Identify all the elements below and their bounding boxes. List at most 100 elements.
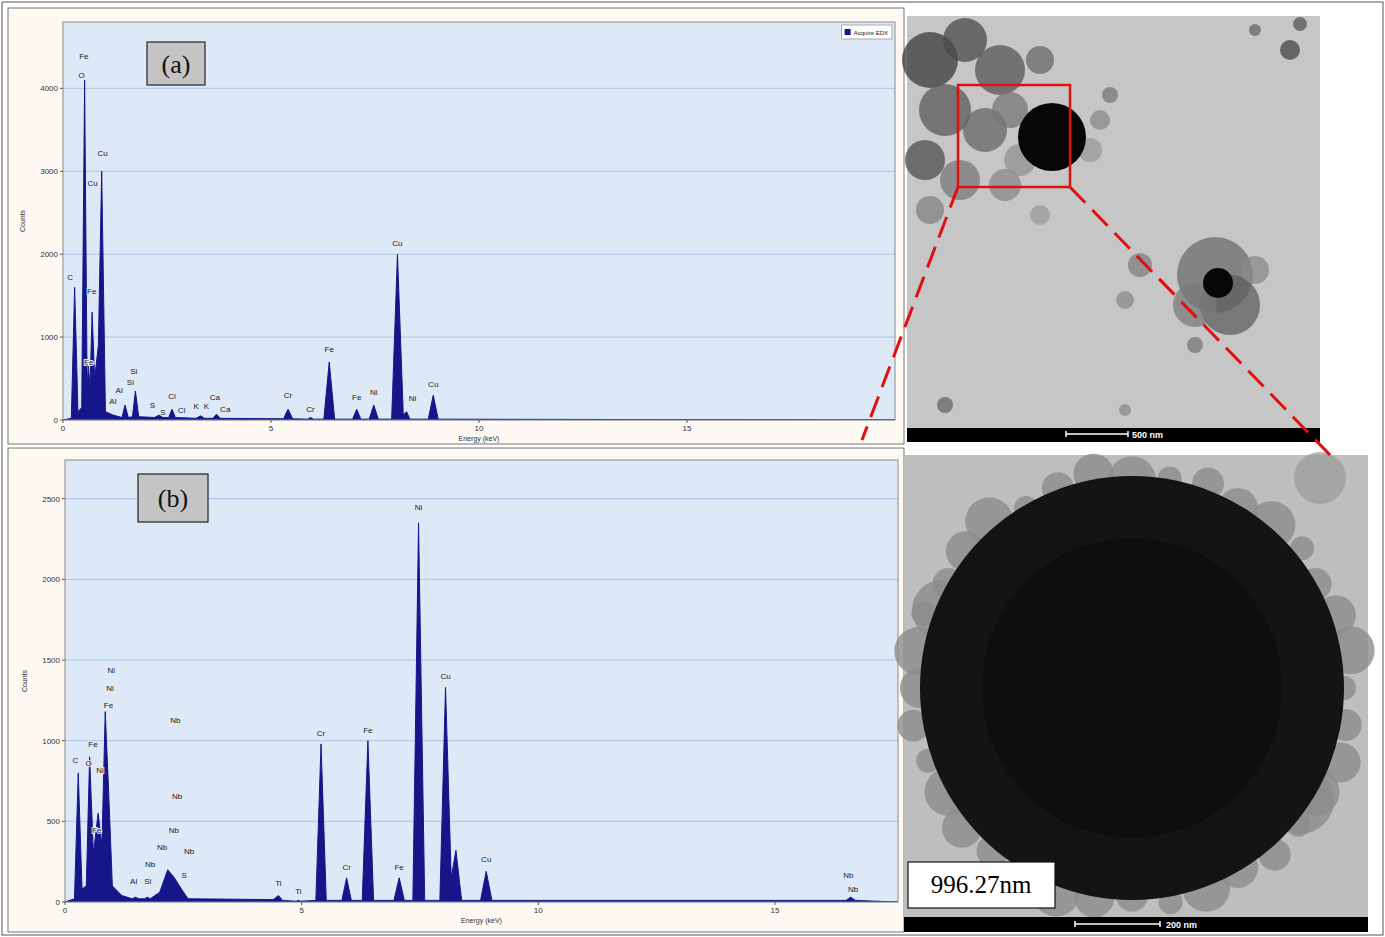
y-tick-label: 500 <box>47 817 61 826</box>
particle-cloud <box>1116 291 1134 309</box>
particle-cloud <box>940 160 980 200</box>
plot-background <box>65 460 898 902</box>
particle <box>1203 268 1233 298</box>
size-label-box <box>908 862 1055 908</box>
peak-label: Fe <box>363 726 373 735</box>
peak-label: Cr <box>317 729 326 738</box>
scale-bar-end <box>1074 921 1076 927</box>
y-axis-title: Counts <box>21 669 28 692</box>
peak-label: S <box>150 401 155 410</box>
peak-label: O <box>86 759 92 768</box>
y-tick <box>62 821 65 822</box>
particle-cloud <box>1030 205 1050 225</box>
y-tick <box>62 579 65 580</box>
peak-label: Fe <box>394 863 404 872</box>
particle-cloud <box>1187 337 1203 353</box>
y-tick-label: 2500 <box>42 495 60 504</box>
x-tick-label: 0 <box>63 906 68 915</box>
x-tick <box>538 902 539 905</box>
panel-label: (a) <box>162 50 191 79</box>
peak-label: Fe <box>79 52 89 61</box>
peak-label: Al <box>109 397 116 406</box>
size-label: 996.27nm <box>931 871 1032 898</box>
peak-label: Cr <box>284 391 293 400</box>
peak-label: Nb <box>157 843 168 852</box>
figure: FeOCuCuCFeFeAlAlSiSiSSClClKKCaCaCrCrFeFe… <box>0 0 1385 937</box>
marks <box>65 523 898 902</box>
peak-label: Nb <box>848 885 859 894</box>
x-tick-label: 10 <box>534 906 543 915</box>
x-tick <box>774 902 775 905</box>
peak-label: Nb <box>145 860 156 869</box>
y-tick <box>62 660 65 661</box>
y-tick <box>60 171 63 172</box>
peak-label: C <box>67 273 73 282</box>
peak-label: Si <box>130 367 137 376</box>
zoom-box <box>958 85 1070 187</box>
peak-label: Fe <box>84 358 94 367</box>
peak-label: Cr <box>342 863 351 872</box>
particle-cloud <box>1128 253 1152 277</box>
y-tick-label: 4000 <box>40 84 58 93</box>
y-tick-label: 1000 <box>40 333 58 342</box>
legend-label: Acquire EDX <box>854 30 888 36</box>
x-tick-label: 15 <box>770 906 779 915</box>
y-tick <box>60 254 63 255</box>
peak-label: Ni <box>415 503 423 512</box>
particle-cloud <box>1280 40 1300 60</box>
legend-swatch <box>845 29 851 35</box>
scale-bar <box>1066 433 1128 435</box>
y-tick-label: 3000 <box>40 167 58 176</box>
peak-label: Cu <box>392 239 402 248</box>
y-tick-label: 1500 <box>42 656 60 665</box>
scale-bar-end <box>1159 921 1161 927</box>
scale-bar <box>1075 923 1160 925</box>
figure-border <box>2 2 1383 935</box>
grid-line <box>63 337 895 338</box>
tem-image-b: 200 nm996.27nm <box>894 452 1374 932</box>
scale-strip <box>907 428 1320 442</box>
peak-label: Ni <box>96 766 104 775</box>
y-tick-label: 2000 <box>42 575 60 584</box>
peak-label: Fe <box>325 345 335 354</box>
y-tick-label: 0 <box>56 898 61 907</box>
y-tick-label: 0 <box>54 416 59 425</box>
panel-label-box <box>147 42 205 85</box>
scale-bar-label: 500 nm <box>1132 430 1163 440</box>
particle-cloud <box>1293 17 1307 31</box>
particle-cloud <box>1119 404 1131 416</box>
peak-label: Cu <box>440 672 450 681</box>
x-axis-title: Energy (keV) <box>459 435 500 443</box>
peak-label: Fe <box>92 826 102 835</box>
panel-label: (b) <box>158 484 188 513</box>
peak-label: Cu <box>87 179 97 188</box>
y-tick <box>62 902 65 903</box>
peak-label: Fe <box>87 287 97 296</box>
particle-cloud <box>905 140 945 180</box>
peak-label: Cu <box>481 855 491 864</box>
particle-core <box>982 538 1282 838</box>
y-axis-title: Counts <box>19 209 26 232</box>
particle-cloud <box>1249 24 1261 36</box>
peak-label: Ni <box>409 394 417 403</box>
particle-cloud <box>1294 452 1346 504</box>
y-tick <box>60 420 63 421</box>
particle <box>920 476 1344 900</box>
peak-label: Cl <box>168 392 176 401</box>
legend: Acquire EDX <box>842 25 892 39</box>
peak-label: Cu <box>428 380 438 389</box>
y-tick <box>60 88 63 89</box>
legend-frame <box>842 25 892 39</box>
particle <box>1018 103 1086 171</box>
grid-line <box>65 740 898 741</box>
grid-line <box>63 254 895 255</box>
y-tick <box>60 337 63 338</box>
zoom-line <box>1070 187 1330 455</box>
x-tick <box>301 902 302 905</box>
x-tick-label: 10 <box>475 424 484 433</box>
panel-label-box <box>138 474 208 522</box>
grid-line <box>65 821 898 822</box>
particle-cloud <box>1026 46 1054 74</box>
y-tick-label: 1000 <box>42 737 60 746</box>
peak-label: S <box>182 871 187 880</box>
